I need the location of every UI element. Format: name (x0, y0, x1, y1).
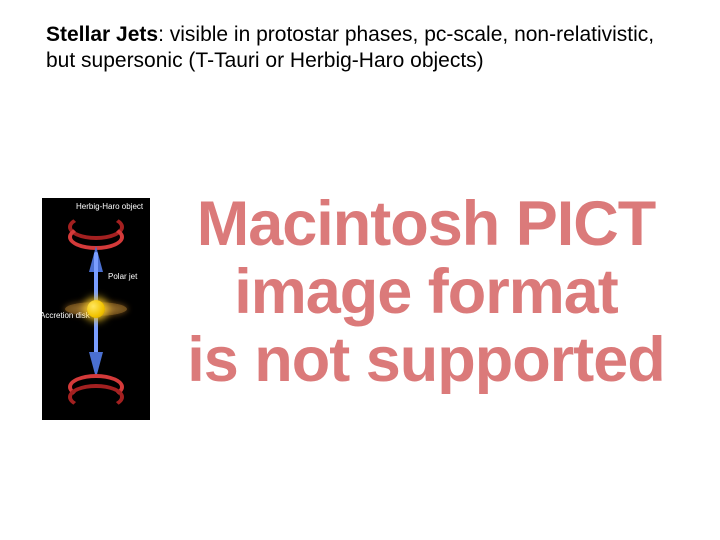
stellar-jet-diagram: Herbig-Haro object Polar jet Accretion d… (42, 198, 150, 420)
error-line-3: is not supported (136, 326, 716, 394)
protostar-core-icon (87, 300, 105, 318)
diagram-label-jet: Polar jet (108, 272, 137, 281)
shock-arc-bottom-icon (68, 376, 124, 410)
heading-text: Stellar Jets: visible in protostar phase… (46, 22, 674, 75)
error-line-2: image format (136, 258, 716, 326)
error-line-1: Macintosh PICT (136, 190, 716, 258)
shock-arc-top-icon (68, 214, 124, 248)
unsupported-format-message: Macintosh PICT image format is not suppo… (136, 190, 716, 394)
heading-bold: Stellar Jets (46, 23, 158, 46)
diagram-label-hh: Herbig-Haro object (76, 202, 143, 211)
diagram-label-disk: Accretion disk (40, 311, 90, 320)
